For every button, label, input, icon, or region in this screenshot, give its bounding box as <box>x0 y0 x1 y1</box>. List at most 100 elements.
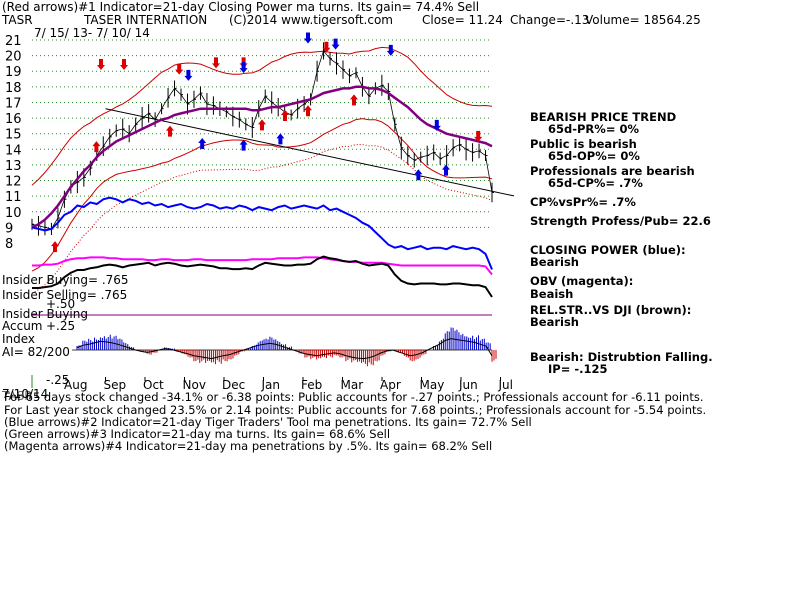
closing-power-line <box>31 196 493 270</box>
footer-green-arrows: (Green arrows)#3 Indicator=21-day ma tur… <box>4 427 391 441</box>
accum-title-1: Insider Buying <box>2 307 88 321</box>
red-buy-arrow <box>281 109 289 121</box>
ticker: TASR <box>2 13 33 27</box>
stamp-ticker: TASR <box>2 389 33 403</box>
y-tick-14: 14 <box>5 143 22 158</box>
footer-magenta-arrows: (Magenta arrows)#4 Indicator=21-day ma p… <box>4 439 493 453</box>
x-tick-dec: Dec <box>222 378 245 392</box>
accum-title-2: Accum <box>2 319 43 333</box>
strength: Strength Profess/Pub= 22.6 <box>530 214 711 228</box>
accum-title-3: Index <box>2 332 36 346</box>
distribution-title: Bearish: Distrubtion Falling. <box>530 350 713 364</box>
red-buy-arrow <box>92 141 101 153</box>
x-tick-mar: Mar <box>341 378 364 392</box>
y-tick-19: 19 <box>5 65 22 80</box>
red-buy-arrow <box>350 94 358 106</box>
x-tick-oct: Oct <box>143 378 164 392</box>
blue-buy-arrow <box>239 139 248 151</box>
trend-value: 65d-PR%= 0% <box>548 122 639 136</box>
accum-minus-25: -.25 <box>46 373 70 387</box>
x-tick-feb: Feb <box>301 378 322 392</box>
obv-title: OBV (magenta): <box>530 274 634 288</box>
trendline <box>105 108 515 197</box>
x-tick-aug: Aug <box>64 378 87 392</box>
blue-sell-arrow <box>184 69 193 81</box>
blue-buy-arrow <box>276 133 285 145</box>
moving-average-purple <box>31 85 493 229</box>
x-tick-sep: Sep <box>104 378 127 392</box>
cp-vs-pr: CP%vsPr%= .7% <box>530 195 636 209</box>
y-tick-12: 12 <box>5 175 22 190</box>
y-tick-21: 21 <box>5 34 22 49</box>
date-stamp: 7/10/14 <box>2 387 49 401</box>
red-sell-arrow <box>474 130 483 142</box>
y-tick-13: 13 <box>5 159 22 174</box>
y-tick-15: 15 <box>5 128 22 143</box>
blue-sell-arrow <box>386 44 395 56</box>
red-buy-arrow <box>51 241 59 253</box>
y-tick-18: 18 <box>5 81 22 96</box>
x-axis-ticks: Aug Sep Oct Nov Dec Jan Feb Mar Apr May Jun Jul <box>31 377 513 392</box>
company-name: TASER INTERNATION <box>84 13 208 27</box>
x-tick-apr: Apr <box>380 378 401 392</box>
red-sell-arrow <box>120 58 128 70</box>
indicator-1-title: (Red arrows)#1 Indicator=21-day Closing … <box>2 0 480 14</box>
accumulation-index <box>31 327 497 388</box>
relstr-value: Bearish <box>530 315 579 329</box>
accum-plus-50: +.50 <box>46 297 76 311</box>
blue-buy-arrow <box>414 169 423 181</box>
closing-power-title: CLOSING POWER (blue): <box>530 243 686 257</box>
pros-title: Professionals are bearish <box>530 164 695 178</box>
blue-buy-arrow <box>442 164 450 176</box>
x-tick-jan: Jan <box>261 378 281 392</box>
x-tick-jul: Jul <box>498 378 513 392</box>
trend-title: BEARISH PRICE TREND <box>530 110 677 124</box>
insider-buying: Insider Buying= .765 <box>2 273 129 287</box>
price-bands <box>31 46 515 294</box>
signal-arrows <box>51 32 483 253</box>
y-tick-10: 10 <box>5 206 22 221</box>
red-buy-arrow <box>304 105 312 117</box>
red-sell-arrow <box>212 57 220 69</box>
y-tick-9: 9 <box>5 221 13 236</box>
close-price: Close= 11.24 <box>422 13 503 27</box>
y-tick-16: 16 <box>5 112 22 127</box>
y-tick-17: 17 <box>5 96 22 111</box>
red-buy-arrow <box>258 119 266 131</box>
price-series <box>31 42 494 270</box>
accum-line <box>76 338 493 360</box>
price-change: Change=-.13 <box>510 13 590 27</box>
x-tick-jun: Jun <box>458 378 478 392</box>
relative-strength-line <box>32 255 493 298</box>
lower-indicators <box>32 255 493 316</box>
red-sell-arrow <box>322 41 331 53</box>
copyright: (C)2014 www.tigersoft.com <box>229 13 393 27</box>
insider-selling: Insider Selling= .765 <box>2 288 128 302</box>
volume: Volume= 18564.25 <box>585 13 701 27</box>
price-line <box>31 50 493 230</box>
blue-buy-arrow <box>198 138 207 150</box>
dotted-ma <box>31 143 493 294</box>
date-range: 7/ 15/ 13- 7/ 10/ 14 <box>34 26 150 40</box>
public-value: 65d-OP%= 0% <box>548 149 640 163</box>
blue-sell-arrow <box>304 32 312 44</box>
blue-sell-arrow <box>331 38 340 50</box>
closing-power-value: Bearish <box>530 255 579 269</box>
blue-sell-arrow <box>432 119 441 131</box>
relstr-title: REL.STR..VS DJI (brown): <box>530 303 692 317</box>
y-tick-11: 11 <box>5 190 22 205</box>
obv-value: Beaish <box>530 287 574 301</box>
distribution-value: IP= -.125 <box>548 362 608 376</box>
obv-line <box>32 256 493 276</box>
y-tick-8: 8 <box>5 237 13 252</box>
red-buy-arrow <box>166 125 174 137</box>
ai-value: AI= 82/200 <box>2 345 70 359</box>
pros-value: 65d-CP%= .7% <box>548 176 643 190</box>
grid-lines <box>32 39 492 228</box>
footer-blue-arrows: (Blue arrows)#2 Indicator=21-day Tiger T… <box>4 415 532 429</box>
x-tick-nov: Nov <box>183 378 206 392</box>
red-sell-arrow <box>175 63 184 75</box>
y-tick-20: 20 <box>5 50 22 65</box>
